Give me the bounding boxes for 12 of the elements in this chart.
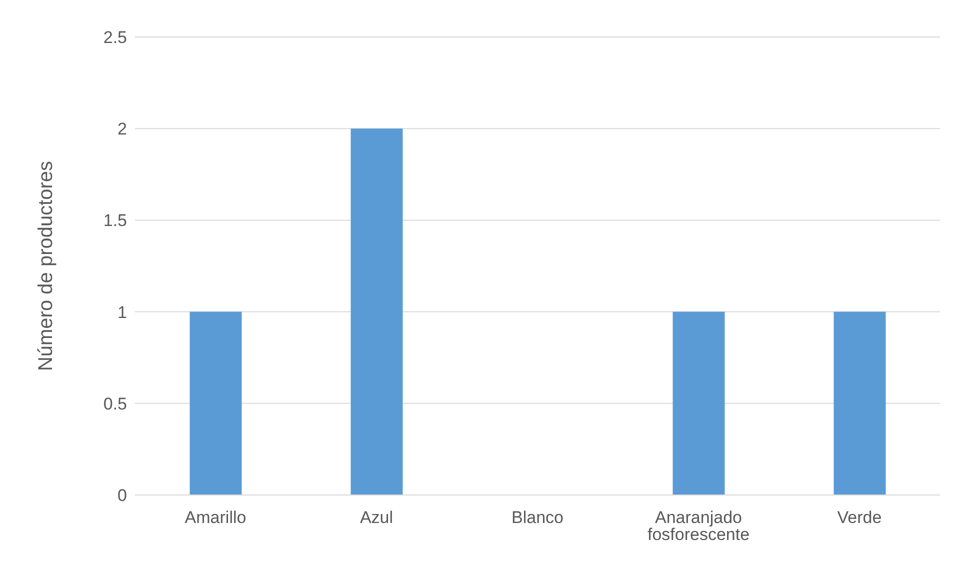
y-tick-label: 2.5 — [103, 28, 127, 48]
x-tick-label: Anaranjado fosforescente — [647, 508, 750, 544]
x-tick-label: Verde — [837, 508, 882, 528]
y-tick-label: 0.5 — [103, 394, 127, 414]
y-tick-label: 1.5 — [103, 211, 127, 230]
x-tick-label: Amarillo — [184, 508, 246, 528]
x-tick-label: Blanco — [512, 508, 564, 528]
y-tick-label: 0 — [118, 486, 127, 506]
y-axis-title: Número de productores — [35, 160, 58, 372]
y-tick-label: 2 — [118, 120, 127, 139]
y-tick-label: 1 — [118, 302, 127, 322]
x-tick-label: Azul — [360, 508, 394, 528]
